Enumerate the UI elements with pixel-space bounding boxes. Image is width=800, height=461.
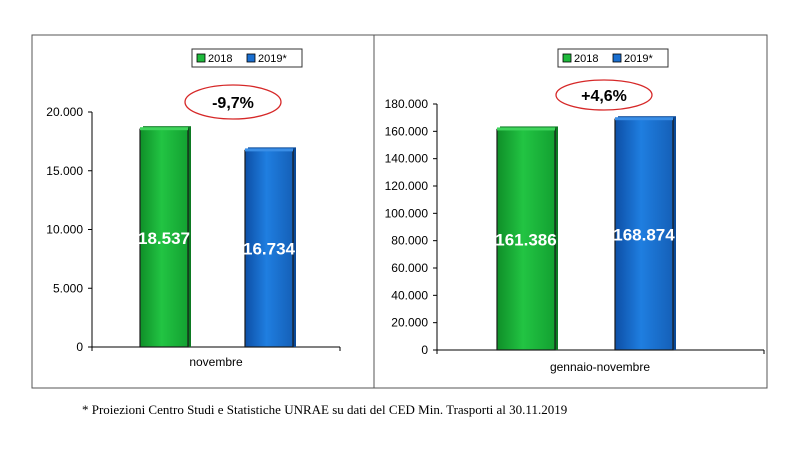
legend-entry: 2019*: [624, 53, 653, 65]
change-label: +4,6%: [581, 88, 627, 105]
y-tick-label: 120.000: [385, 179, 429, 193]
data-label: 18.537: [138, 229, 190, 248]
y-tick-label: 40.000: [391, 288, 428, 302]
legend-entry: 2018: [208, 53, 232, 65]
bar-top: [140, 127, 188, 131]
data-label: 161.386: [495, 231, 556, 250]
y-tick-label: 60.000: [391, 261, 428, 275]
footnote: * Proiezioni Centro Studi e Statistiche …: [82, 402, 568, 417]
chart-panel-gennaio-novembre: 0 20.000 40.000 60.000 80.000 100.000 120.000 1…: [373, 34, 768, 389]
y-tick-label: 80.000: [391, 234, 428, 248]
change-label: -9,7%: [212, 95, 254, 112]
y-tick-label: 10.000: [46, 223, 83, 237]
data-label: 168.874: [613, 226, 675, 245]
change-ellipse: [184, 84, 282, 120]
change-ellipse: [555, 79, 653, 111]
legend: 2018 2019*: [191, 48, 303, 68]
y-tick-label: 140.000: [385, 152, 429, 166]
y-tick-label: 20.000: [46, 105, 83, 119]
legend-entry: 2018: [574, 53, 598, 65]
legend-swatch: [246, 53, 256, 63]
legend-entry: 2019*: [258, 53, 287, 65]
bar-top: [497, 127, 555, 131]
legend-swatch: [196, 53, 206, 63]
bar-top: [615, 117, 673, 121]
category-label: novembre: [189, 355, 243, 369]
legend-swatch: [562, 53, 572, 63]
y-tick-label: 180.000: [385, 97, 429, 111]
legend: 2018 2019*: [557, 48, 669, 68]
bar-top: [245, 148, 293, 152]
y-tick-label: 15.000: [46, 164, 83, 178]
chart-panel-novembre: 0 5.000 10.000 15.000 20.000 18.537 16.734 nove…: [31, 34, 375, 389]
legend-swatch: [612, 53, 622, 63]
bar-2019: [614, 118, 674, 351]
category-label: gennaio-novembre: [550, 360, 650, 374]
bar-2019: [244, 149, 294, 348]
y-tick-label: 100.000: [385, 206, 429, 220]
y-tick-label: 160.000: [385, 124, 429, 138]
y-tick-label: 20.000: [391, 316, 428, 330]
y-tick-label: 0: [76, 340, 83, 354]
bar-2018: [496, 128, 556, 351]
y-tick-label: 0: [421, 343, 428, 357]
bar-2018: [139, 128, 189, 348]
chart-frame: [31, 34, 375, 389]
y-tick-label: 5.000: [53, 281, 83, 295]
data-label: 16.734: [243, 240, 296, 259]
